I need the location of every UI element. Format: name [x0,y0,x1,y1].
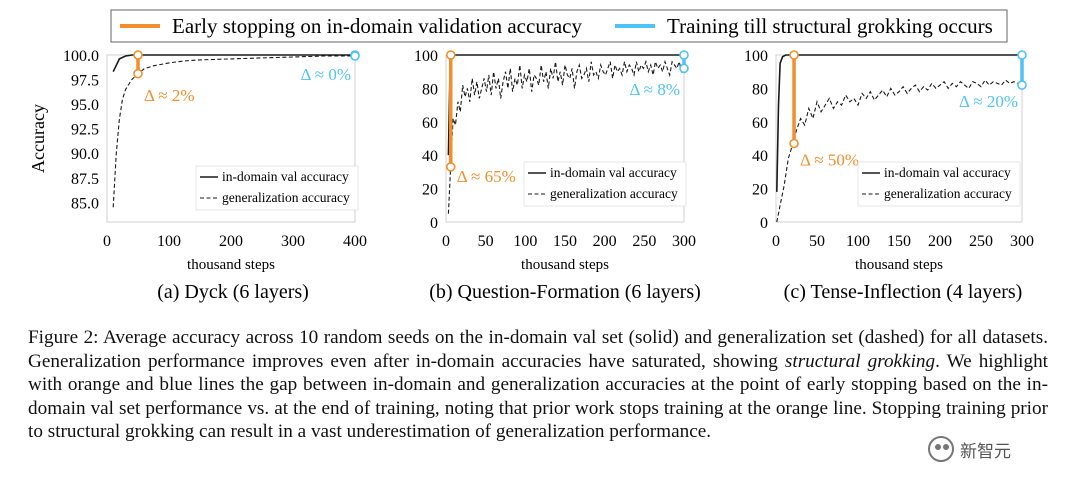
inner-legend: in-domain val accuracy generalization acc… [857,161,1021,207]
x-tick-label: 300 [672,233,696,250]
legend-entry-label: in-domain val accuracy [884,165,1011,180]
generalization-accuracy-line [447,59,685,214]
blue-marker-bottom [679,63,689,74]
x-tick-label: 100 [846,233,870,250]
wechat-logo-icon [928,436,954,462]
orange-marker-bottom [445,162,456,172]
y-tick-label: 97.5 [71,73,99,90]
y-tick-label: 20 [752,182,768,199]
inner-legend: in-domain val accuracy generalization acc… [195,165,359,211]
watermark-text: 新智元 [960,441,1011,462]
legend-entry-label: in-domain val accuracy [550,165,677,180]
blue-marker-bottom [350,51,360,61]
x-tick-label: 100 [513,233,537,250]
y-tick-label: 0 [430,215,438,232]
y-tick-label: 95.0 [71,97,99,114]
y-tick-label: 60 [422,115,438,132]
y-tick-label: 90.0 [71,146,99,163]
y-tick-label: 40 [422,148,438,165]
y-tick-label: 87.5 [71,171,99,188]
x-tick-label: 150 [887,233,911,250]
inner-legend-box [523,161,687,207]
blue-marker-top [1017,50,1027,60]
y-tick-label: 80 [752,81,768,98]
chart-subtitle: (b) Question-Formation (6 layers) [429,281,701,303]
blue-marker-top [679,50,689,60]
blue-marker-bottom [1017,80,1027,90]
y-tick-label: 92.5 [71,122,99,139]
y-tick-label: 0 [760,215,768,232]
x-tick-label: 300 [1010,233,1034,250]
generalization-accuracy-line [112,55,355,208]
figure-caption: Figure 2: Average accuracy across 10 ran… [28,326,1048,444]
x-tick-label: 0 [103,233,111,250]
inner-legend-box [857,161,1021,207]
chart-panel-1: 100.0 97.5 95.0 92.5 90.0 87.5 85.0 0 100 200 300 4… [28,48,367,303]
inner-legend-box [195,165,359,211]
figure: Early stopping on in-domain validation a… [28,9,1034,303]
in-domain-val-accuracy-line [776,54,1022,192]
watermark: 新智元 [928,432,1048,466]
chart-subtitle: (c) Tense-Inflection (4 layers) [784,281,1023,303]
x-axis-label: thousand steps [855,257,943,273]
legend-orange-label: Early stopping on in-domain validation a… [172,14,582,38]
legend-entry-label: generalization accuracy [550,186,678,201]
blue-delta-label: Δ ≈ 20% [959,92,1018,111]
orange-marker-top [133,50,143,60]
blue-delta-label: Δ ≈ 8% [630,80,681,99]
x-tick-label: 250 [632,233,656,250]
orange-marker-bottom [789,138,799,149]
orange-marker-top [789,50,799,60]
caption-prefix: Figure 2: Average accuracy across 10 ran… [28,327,1048,372]
x-tick-label: 300 [281,233,305,250]
inner-legend: in-domain val accuracy generalization acc… [523,161,687,207]
x-tick-label: 200 [928,233,952,250]
legend-entry-label: in-domain val accuracy [222,169,349,184]
caption-italic: structural grokking [784,350,936,372]
legend-blue-label: Training till structural grokking occurs [667,14,993,38]
x-tick-label: 250 [969,233,993,250]
caption-suffix: . We highlight with orange and blue line… [28,350,1048,443]
x-tick-label: 150 [553,233,577,250]
x-tick-label: 50 [478,233,494,250]
y-tick-label: 100 [414,48,438,65]
x-tick-label: 200 [219,233,243,250]
x-tick-label: 50 [809,233,825,250]
y-tick-label: 80 [422,81,438,98]
y-axis-label: Accuracy [28,104,48,173]
orange-marker-bottom [133,68,143,79]
legend-entry-label: generalization accuracy [222,190,350,205]
x-tick-label: 200 [593,233,617,250]
x-tick-label: 0 [442,233,450,250]
orange-delta-label: Δ ≈ 65% [457,167,516,186]
y-tick-label: 60 [752,115,768,132]
x-axis-label: thousand steps [187,257,275,273]
blue-delta-label: Δ ≈ 0% [301,65,352,84]
generalization-accuracy-line [776,79,1023,223]
y-tick-label: 85.0 [71,195,99,212]
orange-delta-label: Δ ≈ 2% [144,86,195,105]
y-tick-label: 40 [752,148,768,165]
orange-marker-top [445,50,456,60]
top-legend: Early stopping on in-domain validation a… [110,9,1008,43]
y-tick-label: 20 [422,182,438,199]
y-tick-label: 100 [744,48,768,65]
in-domain-val-accuracy-line [112,54,355,73]
x-axis-label: thousand steps [521,257,609,273]
orange-delta-label: Δ ≈ 50% [800,151,859,170]
x-tick-label: 400 [343,233,367,250]
x-tick-label: 100 [157,233,181,250]
x-tick-label: 0 [772,233,780,250]
chart-subtitle: (a) Dyck (6 layers) [157,281,309,303]
legend-entry-label: generalization accuracy [884,186,1012,201]
y-tick-label: 100.0 [63,48,99,65]
